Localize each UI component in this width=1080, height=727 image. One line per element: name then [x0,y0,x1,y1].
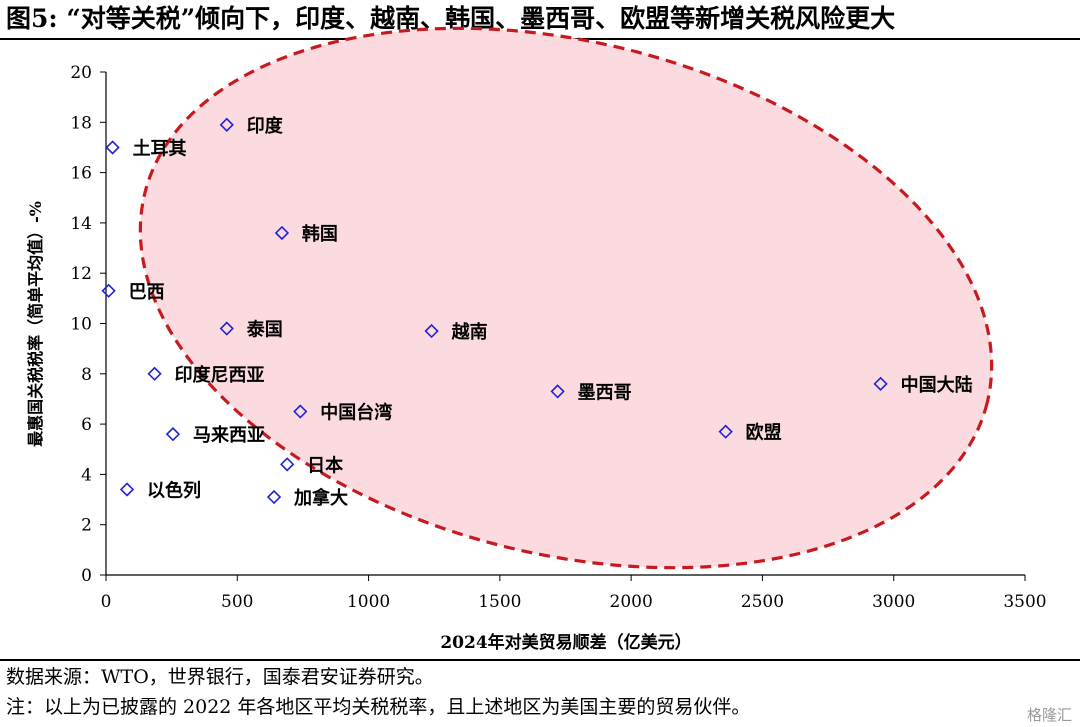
scatter-point [119,482,135,497]
y-axis-label: 最惠国关税税率（简单平均值）-% [26,201,45,447]
highlight-ellipse [138,26,994,570]
scatter-point [266,489,282,505]
point-label: 巴西 [129,282,165,303]
axes: 0 500 1000 1500 2000 2500 3000 3500 0 2 4 6 8 10 12 14 1… [70,63,1046,612]
scatter-point [550,384,565,399]
y-tick-label: 8 [81,365,92,385]
scatter-point [165,427,181,442]
y-tick-label: 0 [81,566,92,586]
point-label: 加拿大 [293,487,348,509]
source-note: 数据来源：WTO，世界银行，国泰君安证券研究。 [6,666,434,688]
scatter-point [147,366,162,381]
point-label: 马来西亚 [193,425,265,446]
x-tick-label: 3500 [1003,592,1046,612]
point-label: 土耳其 [133,138,187,159]
scatter-point [718,424,733,439]
y-tick-label: 4 [81,465,92,485]
point-label: 韩国 [302,223,338,245]
y-tick-label: 10 [70,315,92,335]
point-label: 墨西哥 [578,382,632,403]
x-tick-label: 2000 [610,592,653,612]
bottom-rule [0,659,1080,661]
x-tick-label: 1000 [347,592,390,612]
scatter-chart: 0 500 1000 1500 2000 2500 3000 3500 0 2 4 6 8 10 12 14 1… [26,26,1047,653]
point-label: 中国台湾 [320,402,392,424]
watermark: 格隆汇 [1026,706,1072,724]
point-label: 越南 [451,321,488,343]
y-tick-label: 20 [70,63,92,83]
scatter-point [219,321,234,336]
scatter-point [424,323,439,339]
y-tick-label: 16 [70,164,92,184]
scatter-point [105,140,120,155]
point-label: 日本 [307,454,343,476]
scatter-point [293,404,308,419]
footnote: 注：以上为已披露的 2022 年各地区平均关税税率，且上述地区为美国主要的贸易伙… [6,696,751,718]
x-axis-label: 2024年对美贸易顺差（亿美元） [440,632,691,653]
point-label: 泰国 [246,319,283,341]
y-tick-label: 14 [70,214,92,234]
scatter-point [274,225,290,241]
scatter-point [219,117,234,132]
y-tick-label: 12 [70,264,92,284]
y-tick-label: 6 [81,415,92,435]
figure-title: 图5: “对等关税”倾向下，印度、越南、韩国、墨西哥、欧盟等新增关税风险更大 [6,4,896,33]
scatter-point [101,283,116,298]
scatter-point [280,457,295,472]
scatter-point [873,376,888,391]
y-tick-label: 18 [70,113,92,133]
x-tick-label: 0 [101,592,112,612]
point-label: 以色列 [147,479,201,501]
point-label: 印度尼西亚 [175,364,265,386]
point-label: 印度 [247,115,284,137]
x-tick-label: 1500 [478,592,521,612]
x-tick-label: 2500 [741,592,784,612]
x-tick-label: 500 [221,592,253,612]
x-tick-label: 3000 [872,592,915,612]
point-label: 中国大陆 [901,374,973,396]
point-label: 欧盟 [746,422,782,444]
y-tick-label: 2 [81,516,92,536]
